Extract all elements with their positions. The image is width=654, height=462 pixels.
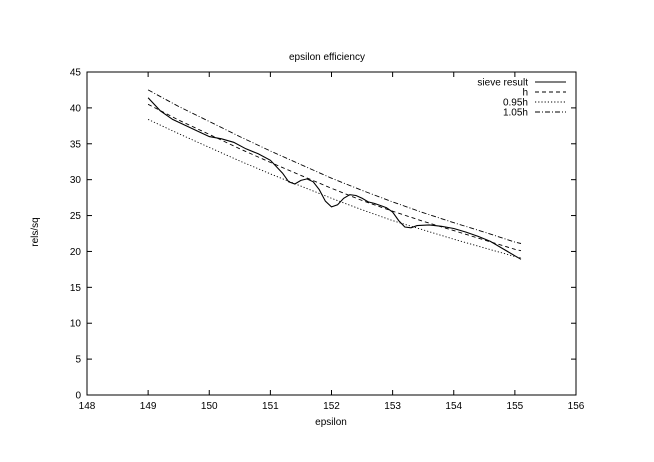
y-tick-label: 45 — [70, 68, 82, 79]
y-tick-label: 35 — [70, 139, 82, 150]
series-layer — [147, 89, 522, 260]
y-tick-label: 20 — [70, 247, 82, 258]
y-tick-label: 15 — [70, 283, 82, 294]
x-tick-label: 149 — [140, 401, 157, 412]
series-line-2 — [147, 118, 522, 259]
y-tick-label: 5 — [75, 355, 81, 366]
x-tick-label: 148 — [79, 401, 96, 412]
x-tick-label: 155 — [507, 401, 524, 412]
series-line-1 — [147, 103, 522, 252]
y-tick-label: 10 — [70, 319, 82, 330]
legend-label-0: sieve result — [477, 78, 528, 89]
y-axis-label: rels/sq — [30, 217, 41, 246]
plot-frame — [86, 71, 577, 396]
y-tick-label: 0 — [75, 391, 81, 402]
x-tick-label: 150 — [201, 401, 218, 412]
legend-label-3: 1.05h — [503, 108, 528, 119]
axis-ticks: 148 149 150 151 152 153 154 155 156 0 5 10 15 20 25 30 3… — [70, 68, 585, 413]
chart-title: epsilon efficiency — [289, 52, 365, 63]
x-tick-label: 151 — [262, 401, 279, 412]
x-tick-label: 153 — [384, 401, 401, 412]
series-line-3 — [147, 89, 522, 244]
x-axis-label: epsilon — [315, 417, 347, 428]
legend-label-2: 0.95h — [503, 98, 528, 109]
x-tick-label: 152 — [323, 401, 340, 412]
x-tick-label: 156 — [568, 401, 585, 412]
legend-label-1: h — [522, 88, 528, 99]
y-tick-label: 30 — [70, 175, 82, 186]
x-tick-label: 154 — [445, 401, 462, 412]
series-line-0 — [147, 97, 522, 260]
y-tick-label: 25 — [70, 211, 82, 222]
y-tick-label: 40 — [70, 103, 82, 114]
